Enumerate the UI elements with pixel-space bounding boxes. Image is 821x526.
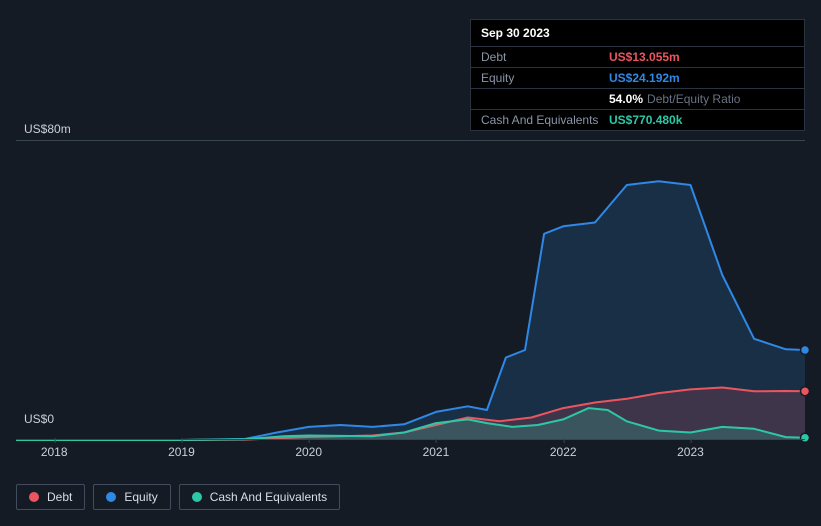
tooltip-row-value: 54.0%Debt/Equity Ratio [609, 92, 740, 106]
legend-label: Equity [124, 490, 157, 504]
legend-item-cash-and-equivalents[interactable]: Cash And Equivalents [179, 484, 340, 510]
legend-item-debt[interactable]: Debt [16, 484, 85, 510]
debt-equity-chart: US$80mUS$0 201820192020202120222023 [16, 122, 805, 460]
plot-area[interactable] [16, 140, 805, 440]
legend-dot-icon [192, 492, 202, 502]
y-axis-label: US$80m [24, 122, 71, 136]
legend-item-equity[interactable]: Equity [93, 484, 170, 510]
x-axis-tick: 2022 [550, 445, 577, 459]
x-axis-tick: 2020 [295, 445, 322, 459]
tooltip-row-label: Debt [481, 50, 609, 64]
x-axis-tick: 2018 [41, 445, 68, 459]
series-end-dot-equity [801, 346, 810, 355]
chart-svg [16, 140, 805, 440]
tooltip-row: DebtUS$13.055m [471, 47, 804, 68]
tooltip-row-value: US$24.192m [609, 71, 680, 85]
series-end-dot-cash-and-equivalents [801, 433, 810, 442]
series-end-dot-debt [801, 387, 810, 396]
x-axis-tick: 2023 [677, 445, 704, 459]
tooltip-date: Sep 30 2023 [471, 20, 804, 47]
tooltip-row-label: Equity [481, 71, 609, 85]
chart-tooltip: Sep 30 2023 DebtUS$13.055mEquityUS$24.19… [470, 19, 805, 131]
chart-legend: Debt Equity Cash And Equivalents [16, 484, 340, 510]
tooltip-row: 54.0%Debt/Equity Ratio [471, 89, 804, 110]
legend-label: Cash And Equivalents [210, 490, 327, 504]
tooltip-row-value: US$13.055m [609, 50, 680, 64]
x-axis: 2018 2019 2020 2021 2022 2023 [16, 445, 805, 463]
plot-border-bottom [16, 439, 805, 440]
tooltip-row-label [481, 92, 609, 106]
x-axis-tick: 2021 [423, 445, 450, 459]
legend-dot-icon [106, 492, 116, 502]
x-axis-tick: 2019 [168, 445, 195, 459]
tooltip-row: EquityUS$24.192m [471, 68, 804, 89]
legend-label: Debt [47, 490, 72, 504]
legend-dot-icon [29, 492, 39, 502]
